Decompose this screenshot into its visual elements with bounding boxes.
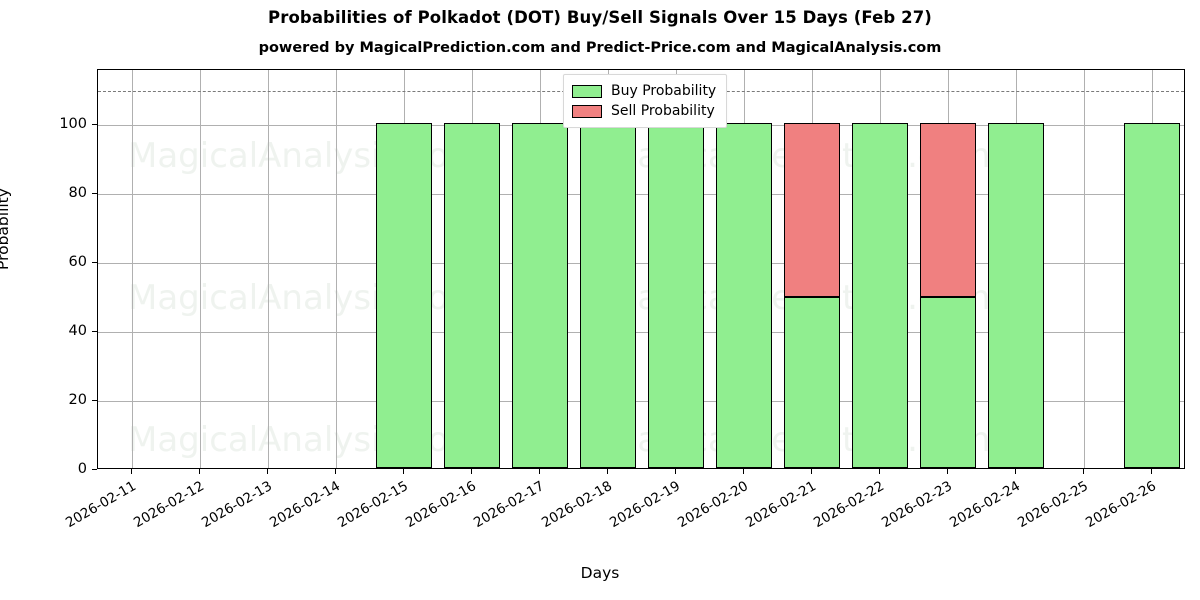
bar-group[interactable] [444, 70, 500, 468]
bar-segment-buy[interactable] [852, 123, 908, 468]
gridline-horizontal [98, 194, 1184, 196]
bar-group[interactable] [920, 70, 976, 468]
x-axis-tick-mark [1015, 469, 1017, 474]
x-axis-tick-mark [199, 469, 201, 474]
bar-segment-buy[interactable] [716, 123, 772, 468]
legend-item[interactable]: Sell Probability [572, 101, 716, 121]
bar-segment-buy[interactable] [784, 297, 840, 468]
chart-subtitle: powered by MagicalPrediction.com and Pre… [258, 40, 942, 56]
bar-segment-buy[interactable] [444, 123, 500, 468]
y-axis-tick-label: 80 [68, 185, 87, 202]
bar-segment-buy[interactable] [1124, 123, 1180, 468]
bar-segment-buy[interactable] [988, 123, 1044, 468]
bar-segment-sell[interactable] [920, 123, 976, 298]
legend-swatch-sell [572, 104, 602, 118]
bar-segment-sell[interactable] [784, 123, 840, 298]
y-axis-tick-mark [92, 193, 97, 195]
x-axis-tick-mark [267, 469, 269, 474]
gridline-horizontal [98, 332, 1184, 334]
y-axis-tick-mark [92, 469, 97, 471]
y-axis-tick-label: 40 [68, 323, 87, 340]
bar-group[interactable] [716, 70, 772, 468]
y-axis-tick-label: 20 [68, 392, 87, 409]
chart-title: Probabilities of Polkadot (DOT) Buy/Sell… [268, 8, 932, 27]
bar-group[interactable] [852, 70, 908, 468]
x-axis-tick-mark [335, 469, 337, 474]
y-axis-tick-mark [92, 124, 97, 126]
x-axis-tick-mark [539, 469, 541, 474]
gridline-vertical [336, 70, 337, 468]
gridline-vertical [132, 70, 133, 468]
bar-segment-buy[interactable] [512, 123, 568, 468]
x-axis-tick-mark [131, 469, 133, 474]
bar-group[interactable] [376, 70, 432, 468]
gridline-horizontal [98, 401, 1184, 403]
chart-legend: Buy Probability Sell Probability [563, 74, 728, 128]
bar-segment-buy[interactable] [648, 123, 704, 468]
x-axis-tick-mark [1083, 469, 1085, 474]
x-axis-tick-mark [743, 469, 745, 474]
gridline-vertical [268, 70, 269, 468]
x-axis-label: Days [580, 564, 620, 582]
gridline-horizontal [98, 263, 1184, 265]
bar-segment-buy[interactable] [580, 123, 636, 468]
legend-label: Sell Probability [611, 103, 715, 119]
y-axis-tick-mark [92, 262, 97, 264]
legend-label: Buy Probability [611, 83, 717, 99]
legend-swatch-buy [572, 84, 602, 98]
y-axis-tick-label: 100 [59, 116, 87, 133]
bar-group[interactable] [988, 70, 1044, 468]
x-axis-tick-mark [879, 469, 881, 474]
x-axis-tick-mark [471, 469, 473, 474]
bar-group[interactable] [784, 70, 840, 468]
x-axis-tick-mark [675, 469, 677, 474]
bar-segment-buy[interactable] [376, 123, 432, 468]
y-axis-tick-label: 0 [77, 461, 87, 477]
y-axis-tick-mark [92, 400, 97, 402]
y-axis-label: Probability [0, 188, 12, 270]
plot-area: MagicalAnalysis.comMagicalPrediction.com… [97, 69, 1185, 469]
x-axis-tick-mark [947, 469, 949, 474]
bar-group[interactable] [580, 70, 636, 468]
legend-item[interactable]: Buy Probability [572, 81, 716, 101]
x-axis-tick-mark [607, 469, 609, 474]
y-axis-tick-label: 60 [68, 254, 87, 271]
bar-segment-buy[interactable] [920, 297, 976, 468]
y-axis-tick-mark [92, 331, 97, 333]
x-axis-tick-mark [811, 469, 813, 474]
gridline-vertical [1084, 70, 1085, 468]
bar-group[interactable] [648, 70, 704, 468]
x-axis-tick-mark [403, 469, 405, 474]
gridline-vertical [200, 70, 201, 468]
bar-group[interactable] [512, 70, 568, 468]
x-axis-tick-mark [1151, 469, 1153, 474]
bar-group[interactable] [1124, 70, 1180, 468]
